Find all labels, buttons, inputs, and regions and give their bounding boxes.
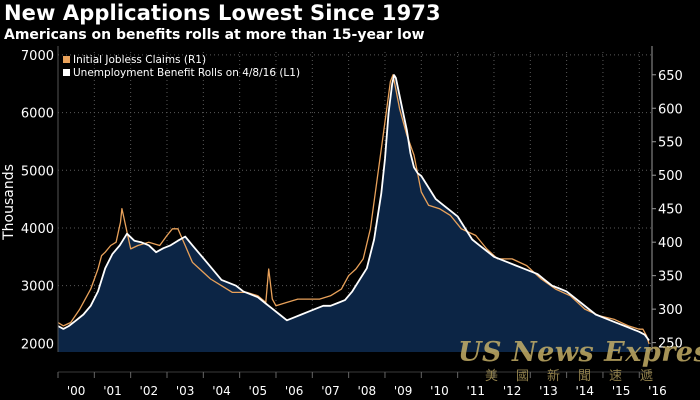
x-tick-label: '01: [103, 384, 122, 398]
y-tick-right: 650: [658, 69, 683, 84]
y-tick-right: 350: [658, 270, 683, 285]
series-line-0: [57, 74, 650, 345]
x-tick-label: '05: [249, 384, 268, 398]
y-tick-left: 5000: [21, 164, 54, 179]
x-tick-label: '12: [503, 384, 522, 398]
x-tick-label: '08: [358, 384, 377, 398]
x-tick-label: '02: [140, 384, 159, 398]
x-axis: '00 '01 '02 '03 '04 '05 '06 '07 '08 '09 '10 '11 '12 '…: [57, 372, 667, 398]
y-axis-right: 250 300 350 400 450 500 550 600 650: [652, 69, 683, 352]
line-layer: [57, 74, 650, 345]
y-axis-left: 2000 3000 4000 5000 6000 7000: [21, 49, 54, 352]
x-tick-label: '06: [285, 384, 304, 398]
x-tick-label: '13: [539, 384, 558, 398]
x-tick-label: '03: [176, 384, 195, 398]
y-tick-right: 450: [658, 203, 683, 218]
area-layer: [58, 75, 650, 352]
x-tick-label: '07: [321, 384, 340, 398]
y-tick-right: 500: [658, 169, 683, 184]
y-tick-right: 300: [658, 303, 683, 318]
y-tick-right: 600: [658, 102, 683, 117]
series-area-1: [58, 75, 650, 352]
legend-label-0: Initial Jobless Claims (R1): [73, 54, 206, 66]
chart-subtitle: Americans on benefits rolls at more than…: [4, 27, 425, 43]
plot-frame: [57, 46, 653, 373]
y-tick-left: 4000: [21, 222, 54, 237]
x-tick-label: '00: [67, 384, 86, 398]
x-tick-label: '04: [212, 384, 231, 398]
y-axis-label: Thousands: [1, 164, 17, 241]
legend: Initial Jobless Claims (R1)Unemployment …: [63, 54, 300, 79]
y-tick-right: 250: [658, 337, 683, 352]
x-tick-label: '14: [575, 384, 594, 398]
x-tick-label: '11: [467, 384, 486, 398]
y-tick-right: 400: [658, 236, 683, 251]
y-tick-left: 3000: [21, 280, 54, 295]
chart-title: New Applications Lowest Since 1973: [4, 1, 441, 25]
x-tick-label: '10: [430, 384, 449, 398]
series-line-1: [57, 74, 650, 342]
legend-swatch-0: [63, 56, 70, 63]
y-tick-left: 2000: [21, 337, 54, 352]
y-tick-left: 7000: [21, 49, 54, 64]
x-tick-label: '16: [648, 384, 667, 398]
y-tick-right: 550: [658, 136, 683, 151]
y-tick-left: 6000: [21, 107, 54, 122]
y-axis-label-group: Thousands: [1, 164, 17, 241]
x-tick-label: '15: [612, 384, 631, 398]
legend-label-1: Unemployment Benefit Rolls on 4/8/16 (L1…: [73, 67, 300, 79]
legend-swatch-1: [63, 69, 70, 76]
x-tick-label: '09: [394, 384, 413, 398]
